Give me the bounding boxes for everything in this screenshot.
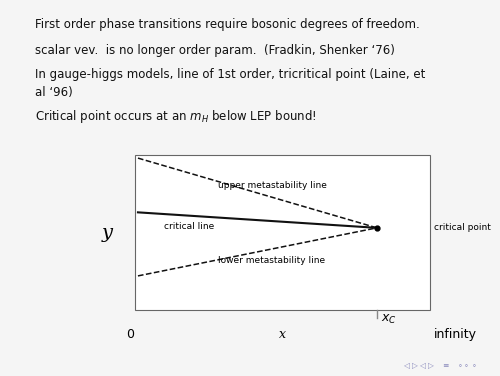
Text: scalar vev.  is no longer order param.  (Fradkin, Shenker ‘76): scalar vev. is no longer order param. (F… — [35, 44, 395, 57]
Bar — [135, 155, 430, 310]
Text: First order phase transitions require bosonic degrees of freedom.: First order phase transitions require bo… — [35, 18, 420, 31]
Text: Critical point occurs at an $m_H$ below LEP bound!: Critical point occurs at an $m_H$ below … — [35, 108, 316, 125]
Text: al ‘96): al ‘96) — [35, 86, 73, 99]
Text: upper metastability line: upper metastability line — [218, 182, 326, 191]
Text: $\triangleleft$ $\triangleright$ $\triangleleft$ $\triangleright$   $\equiv$   $: $\triangleleft$ $\triangleright$ $\trian… — [403, 361, 477, 371]
Text: $x_C$: $x_C$ — [381, 313, 396, 326]
Text: y: y — [102, 223, 112, 241]
Text: x: x — [279, 328, 286, 341]
Text: lower metastability line: lower metastability line — [218, 256, 324, 265]
Text: 0: 0 — [126, 328, 134, 341]
Text: infinity: infinity — [434, 328, 476, 341]
Text: critical line: critical line — [164, 222, 215, 231]
Text: critical point: critical point — [434, 223, 491, 232]
Text: In gauge-higgs models, line of 1st order, tricritical point (Laine, et: In gauge-higgs models, line of 1st order… — [35, 68, 425, 81]
